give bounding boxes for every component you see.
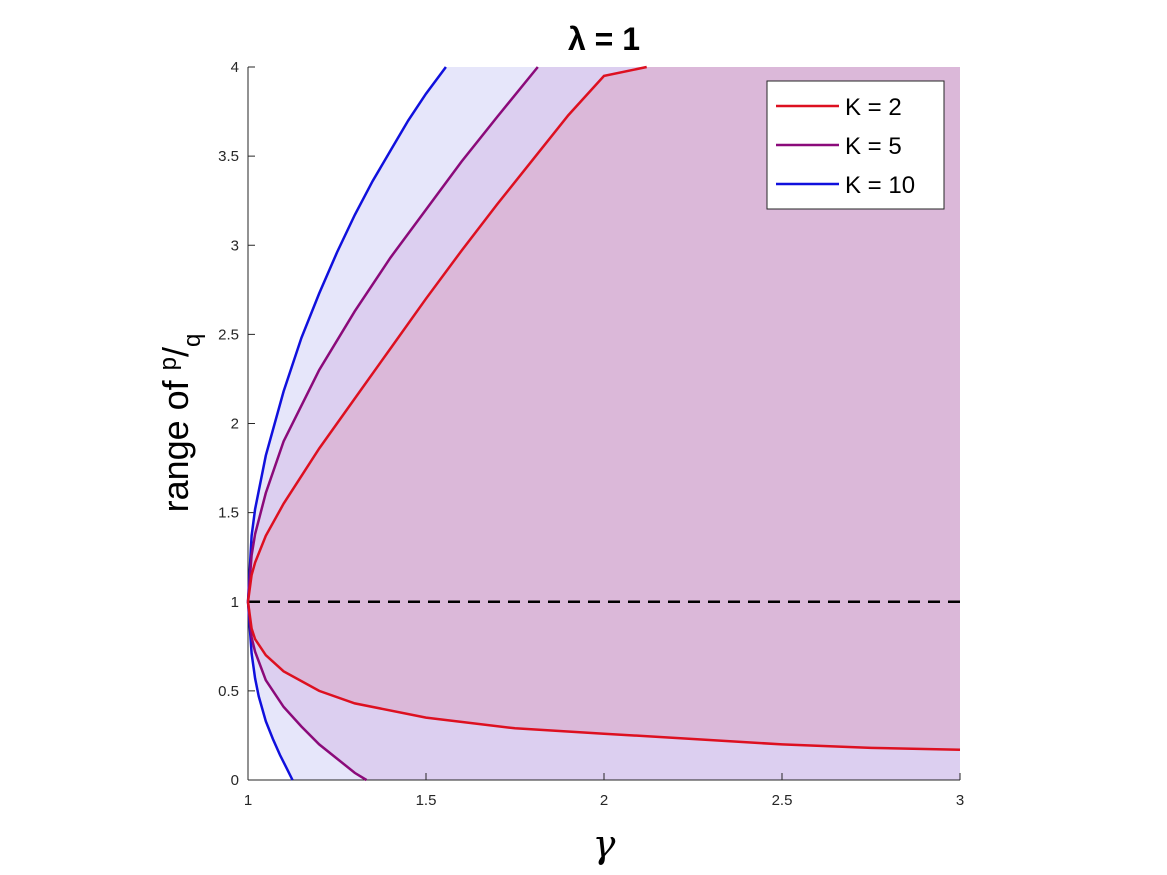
y-axis-label-prefix: range of (155, 370, 196, 512)
x-tick-label: 2.5 (772, 792, 793, 809)
series-line-upper-1 (246, 66, 447, 602)
x-tick-label: 2 (600, 792, 608, 809)
fill-region-3 (248, 67, 960, 750)
series-line-lower-2 (246, 601, 368, 782)
y-tick-label: 0.5 (218, 683, 239, 700)
series-line-upper-3 (246, 65, 647, 602)
y-tick-label: 2.5 (218, 326, 239, 343)
legend-label: K = 10 (845, 172, 915, 199)
region-fills (248, 67, 960, 780)
y-tick-label: 0 (231, 772, 239, 789)
x-tick-label: 3 (956, 792, 964, 809)
series-line-lower-3 (246, 601, 961, 751)
y-tick-label: 3.5 (218, 148, 239, 165)
y-axis-label-numerator: p (155, 357, 182, 370)
y-tick-label: 1 (231, 594, 239, 611)
legend: K = 2 K = 5 K = 10 (766, 80, 945, 210)
svg-text:range of p/q: range of p/q (155, 334, 206, 513)
series-curves (246, 65, 961, 782)
x-tick-label: 1.5 (416, 792, 437, 809)
chart-title: λ = 1 (568, 21, 640, 57)
x-ticks: 1 1.5 2 2.5 3 (244, 773, 964, 809)
y-tick-label: 3 (231, 237, 239, 254)
y-tick-label: 2 (231, 416, 239, 433)
x-axis-label: γ (593, 822, 616, 866)
y-tick-label: 1.5 (218, 505, 239, 522)
x-tick-label: 1 (244, 792, 252, 809)
y-axis-label: range of p/q (155, 334, 206, 513)
legend-label: K = 2 (845, 94, 902, 121)
y-ticks: 0 0.5 1 1.5 2 2.5 3 3.5 4 (218, 59, 255, 789)
series-line-lower-1 (246, 601, 294, 781)
series-line-upper-2 (246, 66, 539, 602)
legend-label: K = 5 (845, 133, 902, 160)
y-axis-label-denominator: q (179, 334, 206, 347)
y-tick-label: 4 (231, 59, 239, 76)
y-axis-label-slash: / (155, 347, 196, 357)
